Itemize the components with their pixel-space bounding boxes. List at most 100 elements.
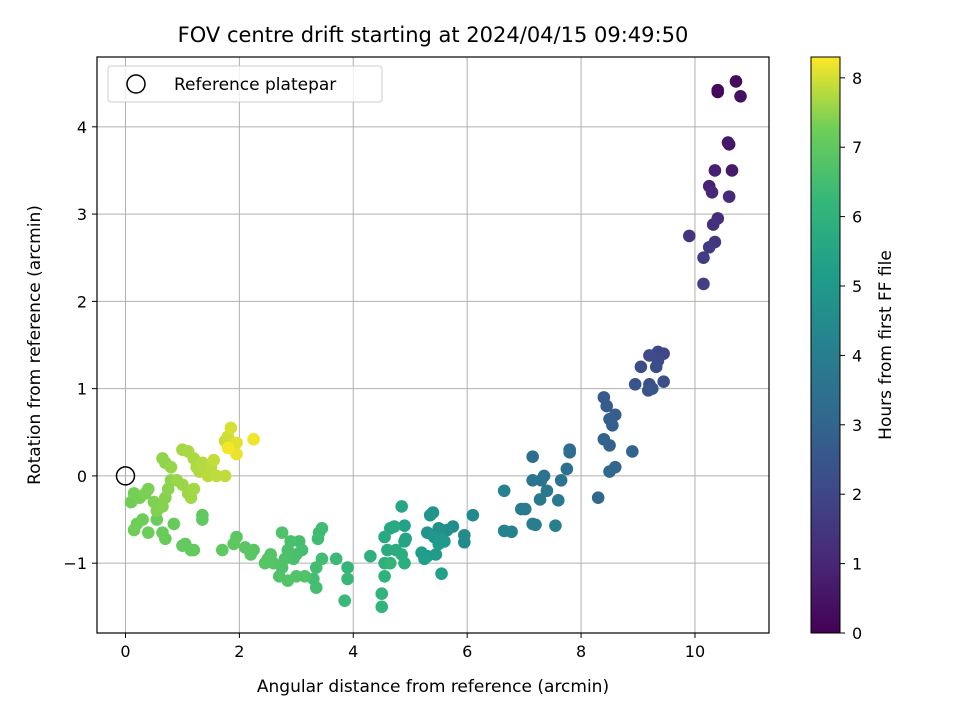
- data-point: [603, 439, 616, 452]
- legend: Reference platepar: [107, 65, 383, 103]
- x-tick-label: 4: [348, 642, 358, 661]
- data-point: [247, 432, 260, 446]
- data-point: [554, 473, 568, 487]
- data-point: [258, 556, 272, 570]
- data-point: [207, 453, 221, 467]
- data-point: [176, 539, 189, 553]
- data-point: [626, 445, 639, 458]
- data-point: [329, 552, 343, 566]
- data-point: [432, 537, 445, 551]
- data-point: [533, 493, 547, 506]
- data-point: [418, 552, 431, 566]
- data-point: [458, 535, 471, 549]
- data-point: [167, 517, 181, 531]
- data-point: [187, 482, 201, 496]
- data-point: [634, 360, 648, 374]
- colorbar-gradient: [810, 56, 841, 634]
- data-point: [238, 541, 252, 554]
- data-point: [729, 75, 743, 88]
- data-point: [497, 484, 511, 498]
- data-point: [150, 513, 164, 526]
- data-point: [657, 375, 670, 388]
- data-point: [600, 399, 613, 413]
- colorbar: 0 1 2 3 4 5 6 7 8 Hours from first FF file: [810, 56, 896, 643]
- y-tick-label: 4: [77, 118, 87, 137]
- x-tick-label: 10: [685, 642, 705, 661]
- data-point: [518, 502, 532, 516]
- colorbar-tick-label: 3: [852, 416, 862, 435]
- data-point: [705, 185, 719, 199]
- data-point: [435, 567, 448, 580]
- data-point: [311, 532, 325, 546]
- y-tick-label: −1: [63, 554, 87, 573]
- data-point: [549, 519, 562, 532]
- data-point: [341, 561, 354, 574]
- data-point: [224, 421, 238, 435]
- y-axis-label: Rotation from reference (arcmin): [25, 205, 45, 485]
- data-point: [603, 465, 616, 478]
- x-tick-label: 6: [462, 642, 472, 661]
- data-point: [722, 190, 736, 203]
- data-point: [127, 523, 141, 537]
- data-point: [540, 484, 554, 498]
- data-point: [697, 251, 710, 265]
- chart-title: FOV centre drift starting at 2024/04/15 …: [178, 23, 689, 47]
- data-point: [641, 384, 655, 397]
- data-point: [706, 218, 720, 231]
- colorbar-tick-label: 0: [852, 624, 862, 643]
- y-tick-label: 1: [77, 380, 87, 399]
- data-point: [526, 473, 539, 487]
- y-axis-ticks: −1 0 1 2 3 4: [63, 118, 97, 573]
- data-point: [649, 360, 663, 374]
- y-tick-label: 3: [77, 205, 87, 224]
- data-point: [341, 572, 354, 586]
- data-point: [563, 446, 576, 459]
- data-point: [398, 535, 411, 548]
- data-point: [378, 530, 391, 544]
- reference-marker-layer: [115, 466, 136, 486]
- grid-lines: [97, 57, 769, 633]
- y-tick-label: 0: [77, 467, 87, 486]
- data-point: [682, 229, 696, 243]
- data-point: [221, 441, 235, 455]
- legend-reference-marker: [126, 74, 146, 94]
- x-axis-ticks: 0 2 4 6 8 10: [120, 633, 705, 661]
- colorbar-label: Hours from first FF file: [876, 250, 896, 440]
- legend-label: Reference platepar: [174, 75, 336, 95]
- colorbar-tick-label: 4: [852, 346, 862, 365]
- y-tick-label: 2: [77, 292, 87, 311]
- legend-box: [107, 65, 383, 103]
- colorbar-tick-label: 2: [852, 485, 862, 504]
- data-point: [378, 569, 391, 583]
- data-point: [387, 520, 401, 533]
- x-axis-label: Angular distance from reference (arcmin): [257, 677, 609, 697]
- x-tick-label: 0: [120, 642, 130, 661]
- data-point: [711, 83, 725, 97]
- colorbar-tick-label: 1: [852, 555, 862, 574]
- data-point: [526, 450, 539, 464]
- data-point: [141, 526, 155, 539]
- data-point: [164, 460, 178, 474]
- data-point: [560, 462, 574, 476]
- data-point: [702, 240, 716, 254]
- data-point: [628, 377, 642, 391]
- data-point: [721, 136, 735, 149]
- data-point: [395, 500, 408, 513]
- data-point: [227, 537, 240, 551]
- colorbar-tick-label: 6: [852, 208, 862, 227]
- data-point: [398, 556, 411, 570]
- data-point: [375, 600, 389, 614]
- data-point: [218, 469, 232, 483]
- colorbar-tick-label: 5: [852, 277, 862, 296]
- colorbar-tick-label: 7: [852, 138, 862, 157]
- data-point: [725, 164, 739, 177]
- data-point: [375, 587, 389, 601]
- data-point: [215, 543, 229, 557]
- data-point: [697, 277, 710, 291]
- data-point: [551, 494, 565, 507]
- data-point: [383, 556, 397, 570]
- data-point: [338, 594, 352, 608]
- data-point: [196, 513, 209, 526]
- data-point: [281, 574, 295, 587]
- data-point: [505, 525, 518, 539]
